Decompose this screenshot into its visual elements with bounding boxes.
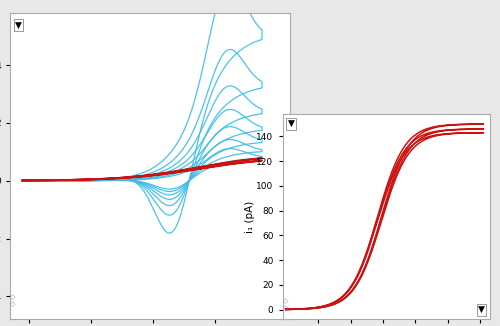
Text: ◇
◇: ◇ ◇ [282,298,288,311]
Text: ▼: ▼ [478,305,485,314]
Text: ▼: ▼ [288,119,294,128]
Y-axis label: i₁ (pA): i₁ (pA) [245,201,255,233]
Text: ▼: ▼ [15,21,22,30]
Text: ◇
◇: ◇ ◇ [10,294,16,307]
